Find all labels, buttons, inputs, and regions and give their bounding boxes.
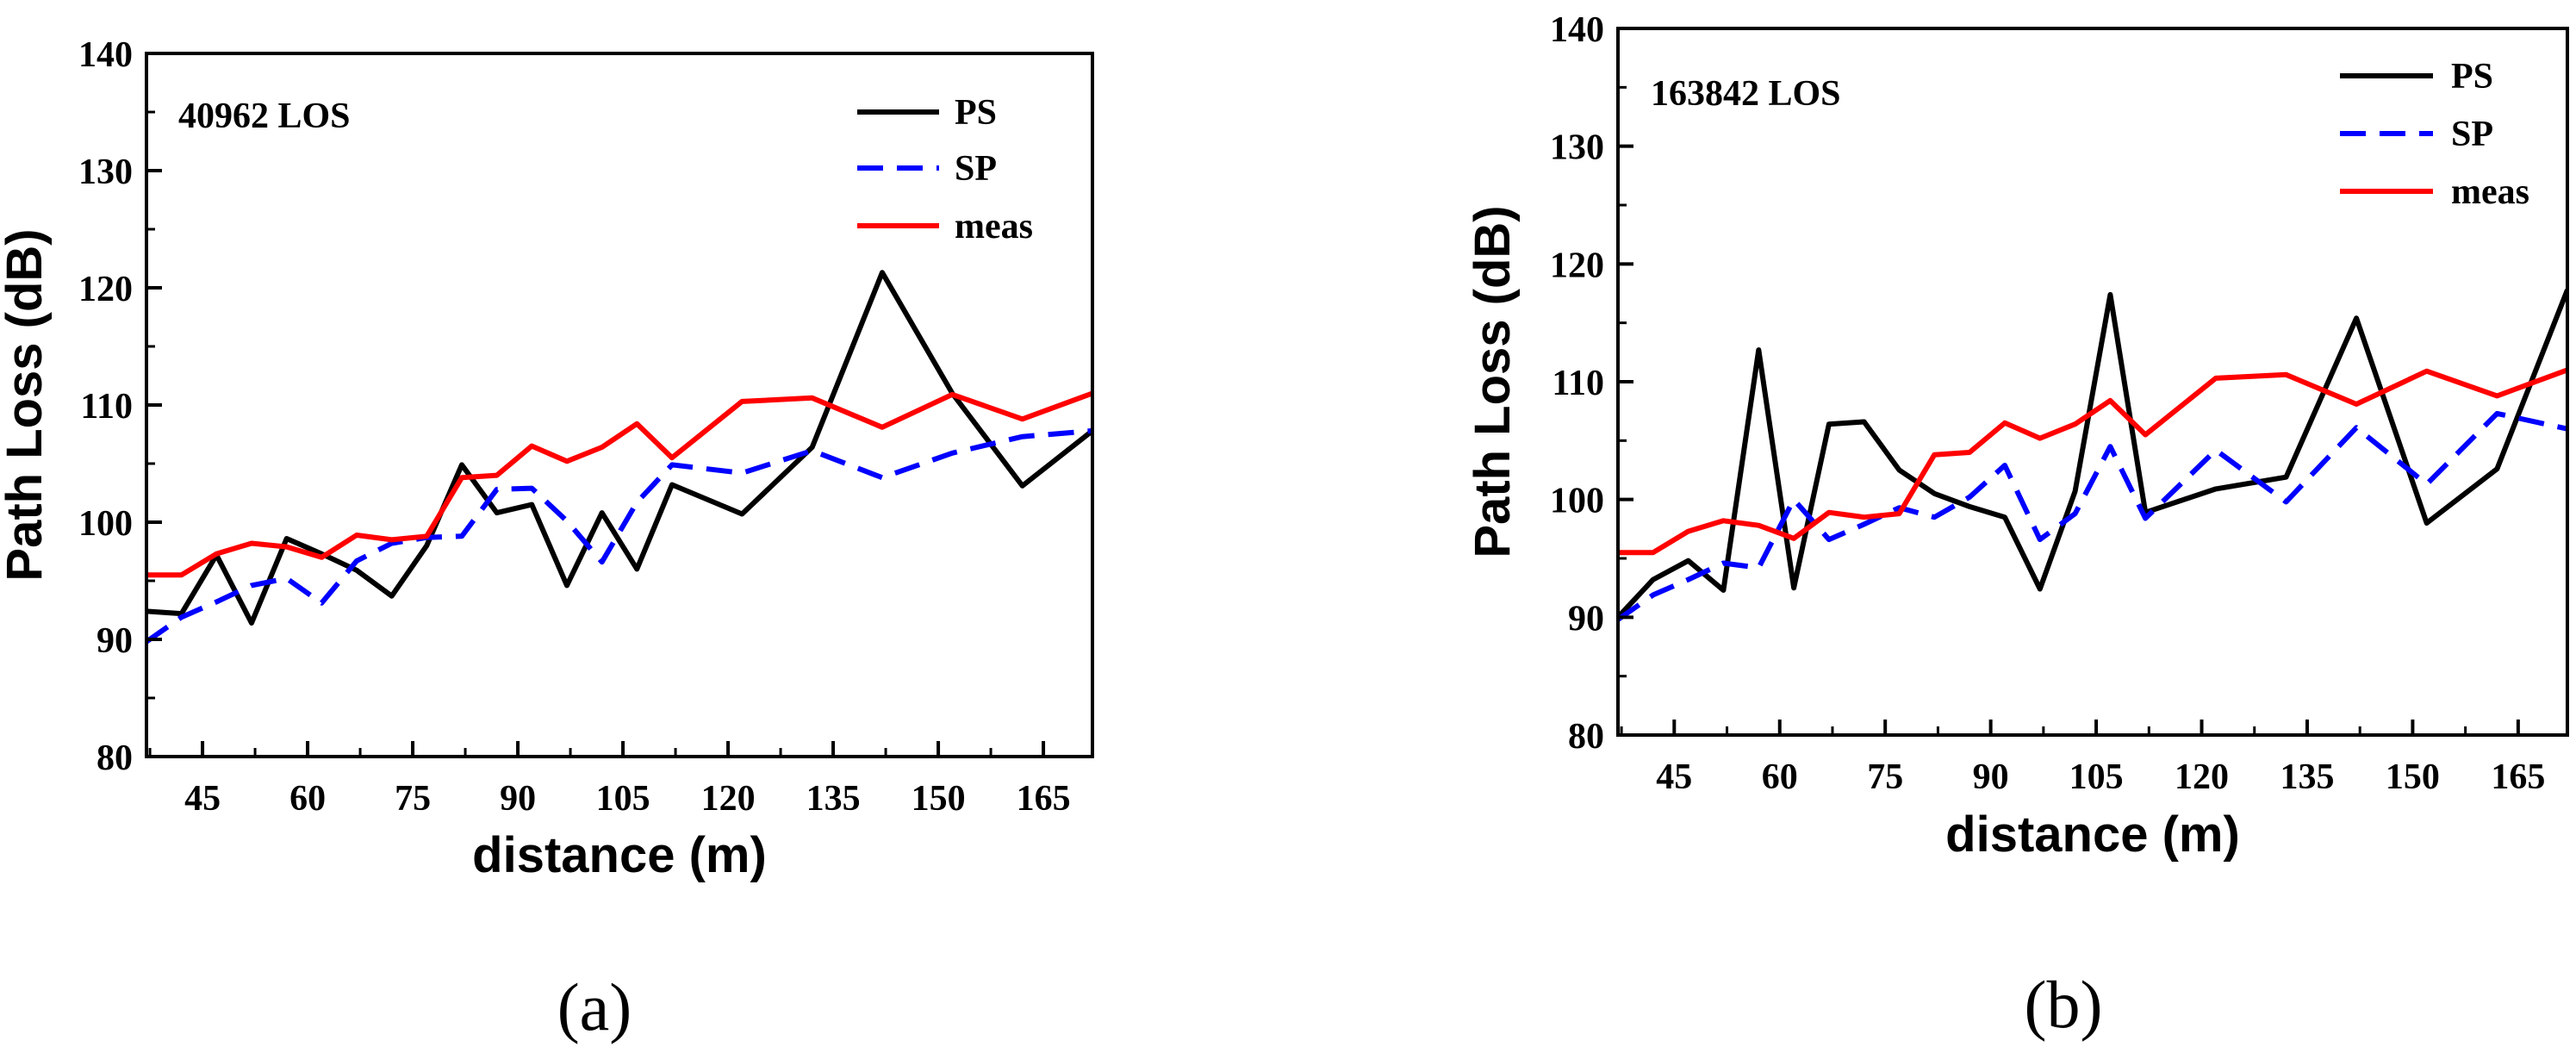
y-tick-label: 140 — [78, 35, 133, 75]
y-tick-label: 80 — [1568, 717, 1604, 757]
legend-label-sp: SP — [955, 149, 997, 189]
legend-label-meas: meas — [2451, 172, 2529, 212]
x-tick-label: 75 — [1867, 757, 1903, 797]
series-line-ps — [146, 270, 1092, 626]
panel-label: (b) — [2025, 967, 2103, 1042]
legend-label-sp: SP — [2451, 115, 2493, 154]
x-tick-label: 90 — [1973, 757, 2009, 797]
x-tick-label: 105 — [596, 779, 650, 819]
panel-label: (a) — [557, 969, 632, 1044]
x-tick-label: 45 — [1656, 757, 1692, 797]
x-tick-label: 135 — [2280, 757, 2334, 797]
y-tick-label: 80 — [96, 738, 133, 778]
x-tick-label: 60 — [289, 779, 326, 819]
x-tick-label: 165 — [2491, 757, 2545, 797]
x-tick-label: 105 — [2069, 757, 2124, 797]
chart-panel-a: 80 90 100 110 120 130 140 45 60 75 90 105 120 135 150 1… — [0, 35, 1094, 1044]
y-tick-label: 100 — [1550, 482, 1604, 521]
y-tick-label: 100 — [78, 504, 133, 544]
y-axis-label: Path Loss (dB) — [1465, 205, 1521, 558]
series-line-meas — [1618, 367, 2567, 556]
x-tick-label: 150 — [2386, 757, 2440, 797]
x-tick-label: 150 — [912, 779, 966, 819]
y-tick-label: 130 — [78, 153, 133, 192]
series-line-sp — [1618, 410, 2567, 622]
chart-annotation: 40962 LOS — [178, 97, 351, 136]
x-tick-label: 120 — [701, 779, 756, 819]
x-tick-label: 90 — [500, 779, 536, 819]
y-tick-label: 120 — [78, 270, 133, 309]
series-line-sp — [146, 427, 1092, 645]
plot-frame — [145, 52, 1094, 758]
y-tick-label: 110 — [1552, 364, 1604, 403]
x-tick-label: 75 — [395, 779, 431, 819]
x-axis-label: distance (m) — [1945, 807, 2240, 863]
legend-label-ps: PS — [955, 93, 997, 133]
y-tick-label: 110 — [80, 387, 133, 427]
y-axis-label: Path Loss (dB) — [0, 228, 53, 581]
y-tick-label: 90 — [1568, 599, 1604, 639]
legend-label-ps: PS — [2451, 57, 2493, 97]
x-tick-label: 120 — [2175, 757, 2229, 797]
legend-label-meas: meas — [955, 207, 1033, 246]
x-tick-label: 165 — [1017, 779, 1071, 819]
y-tick-label: 130 — [1550, 128, 1604, 168]
series-line-meas — [146, 390, 1092, 578]
x-tick-label: 60 — [1762, 757, 1798, 797]
y-tick-label: 140 — [1550, 10, 1604, 50]
x-tick-label: 135 — [806, 779, 861, 819]
x-axis-label: distance (m) — [472, 827, 767, 883]
x-tick-label: 45 — [184, 779, 221, 819]
chart-annotation: 163842 LOS — [1651, 74, 1841, 114]
chart-panel-b: 80 90 100 110 120 130 140 45 60 75 90 105 120 135 150 1… — [1465, 10, 2569, 1042]
series-line-ps — [1618, 289, 2567, 620]
y-tick-label: 90 — [96, 621, 133, 661]
y-tick-label: 120 — [1550, 246, 1604, 285]
